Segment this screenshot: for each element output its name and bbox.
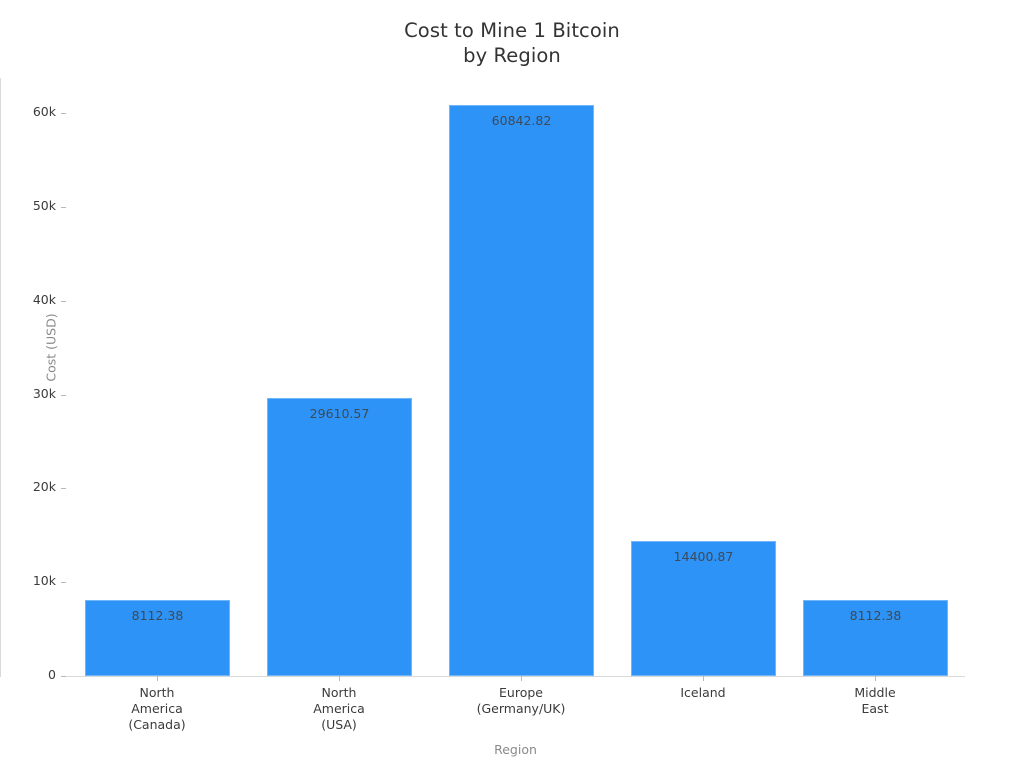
y-tick-4: 40k: [0, 292, 66, 307]
x-tick-label-0: North America (Canada): [67, 685, 247, 733]
x-tick-label-4-line-2: East: [861, 701, 889, 716]
bar-value-label-1: 29610.57: [309, 406, 370, 421]
y-tick-mark-2: [61, 488, 66, 489]
y-tick-mark-3: [61, 395, 66, 396]
y-tick-label-3: 30k: [32, 386, 56, 401]
bar-middle-east[interactable]: 8112.38: [803, 600, 948, 676]
y-tick-mark-5: [61, 207, 66, 208]
chart-title: Cost to Mine 1 Bitcoin by Region: [0, 18, 1024, 68]
y-axis-title: Cost (USD): [43, 313, 59, 382]
x-tick-label-2-line-1: Europe: [499, 685, 543, 700]
y-tick-label-2: 20k: [32, 479, 56, 494]
chart-title-line-1: Cost to Mine 1 Bitcoin: [404, 19, 620, 42]
y-tick-label-5: 50k: [32, 198, 56, 213]
bar-value-label-0: 8112.38: [131, 608, 184, 623]
y-tick-5: 50k: [0, 198, 66, 213]
x-tick-mark-4: [875, 676, 876, 681]
bar-north-america-usa[interactable]: 29610.57: [267, 398, 412, 676]
x-tick-label-4: Middle East: [785, 685, 965, 717]
x-tick-label-1-line-1: North: [321, 685, 357, 700]
bar-north-america-canada[interactable]: 8112.38: [85, 600, 230, 676]
x-tick-mark-1: [339, 676, 340, 681]
y-tick-0: 0: [0, 667, 66, 682]
x-tick-mark-2: [521, 676, 522, 681]
plot-area: 8112.38 29610.57 60842.82 14400.87 8112.…: [66, 78, 965, 676]
bar-value-label-2: 60842.82: [491, 113, 552, 128]
x-tick-label-0-line-1: North: [139, 685, 175, 700]
x-tick-label-2-line-2: (Germany/UK): [476, 701, 566, 716]
y-tick-label-4: 40k: [32, 292, 56, 307]
x-tick-label-3: Iceland: [613, 685, 793, 701]
y-tick-mark-6: [61, 113, 66, 114]
bar-iceland[interactable]: 14400.87: [631, 541, 776, 676]
y-axis-line: [0, 78, 1, 677]
x-tick-label-0-line-2: America: [131, 701, 183, 716]
y-tick-label-1: 10k: [32, 573, 56, 588]
x-tick-label-1-line-3: (USA): [321, 717, 357, 732]
y-tick-mark-0: [61, 676, 66, 677]
x-axis-line: [66, 676, 965, 677]
y-tick-3: 30k: [0, 386, 66, 401]
x-tick-mark-0: [157, 676, 158, 681]
y-tick-1: 10k: [0, 573, 66, 588]
y-tick-mark-1: [61, 582, 66, 583]
x-tick-mark-3: [703, 676, 704, 681]
bar-value-label-4: 8112.38: [849, 608, 902, 623]
x-tick-label-1: North America (USA): [249, 685, 429, 733]
chart-title-line-2: by Region: [463, 44, 561, 67]
x-tick-label-2: Europe (Germany/UK): [431, 685, 611, 717]
x-tick-label-4-line-1: Middle: [854, 685, 896, 700]
y-tick-label-0: 0: [48, 667, 56, 682]
bar-europe-germany-uk[interactable]: 60842.82: [449, 105, 594, 676]
y-tick-2: 20k: [0, 479, 66, 494]
x-tick-label-1-line-2: America: [313, 701, 365, 716]
y-tick-label-6: 60k: [32, 104, 56, 119]
bar-value-label-3: 14400.87: [673, 549, 734, 564]
x-axis-title: Region: [494, 742, 537, 757]
y-tick-6: 60k: [0, 104, 66, 119]
x-tick-label-3-line-1: Iceland: [680, 685, 726, 700]
y-tick-mark-4: [61, 301, 66, 302]
x-tick-label-0-line-3: (Canada): [128, 717, 186, 732]
